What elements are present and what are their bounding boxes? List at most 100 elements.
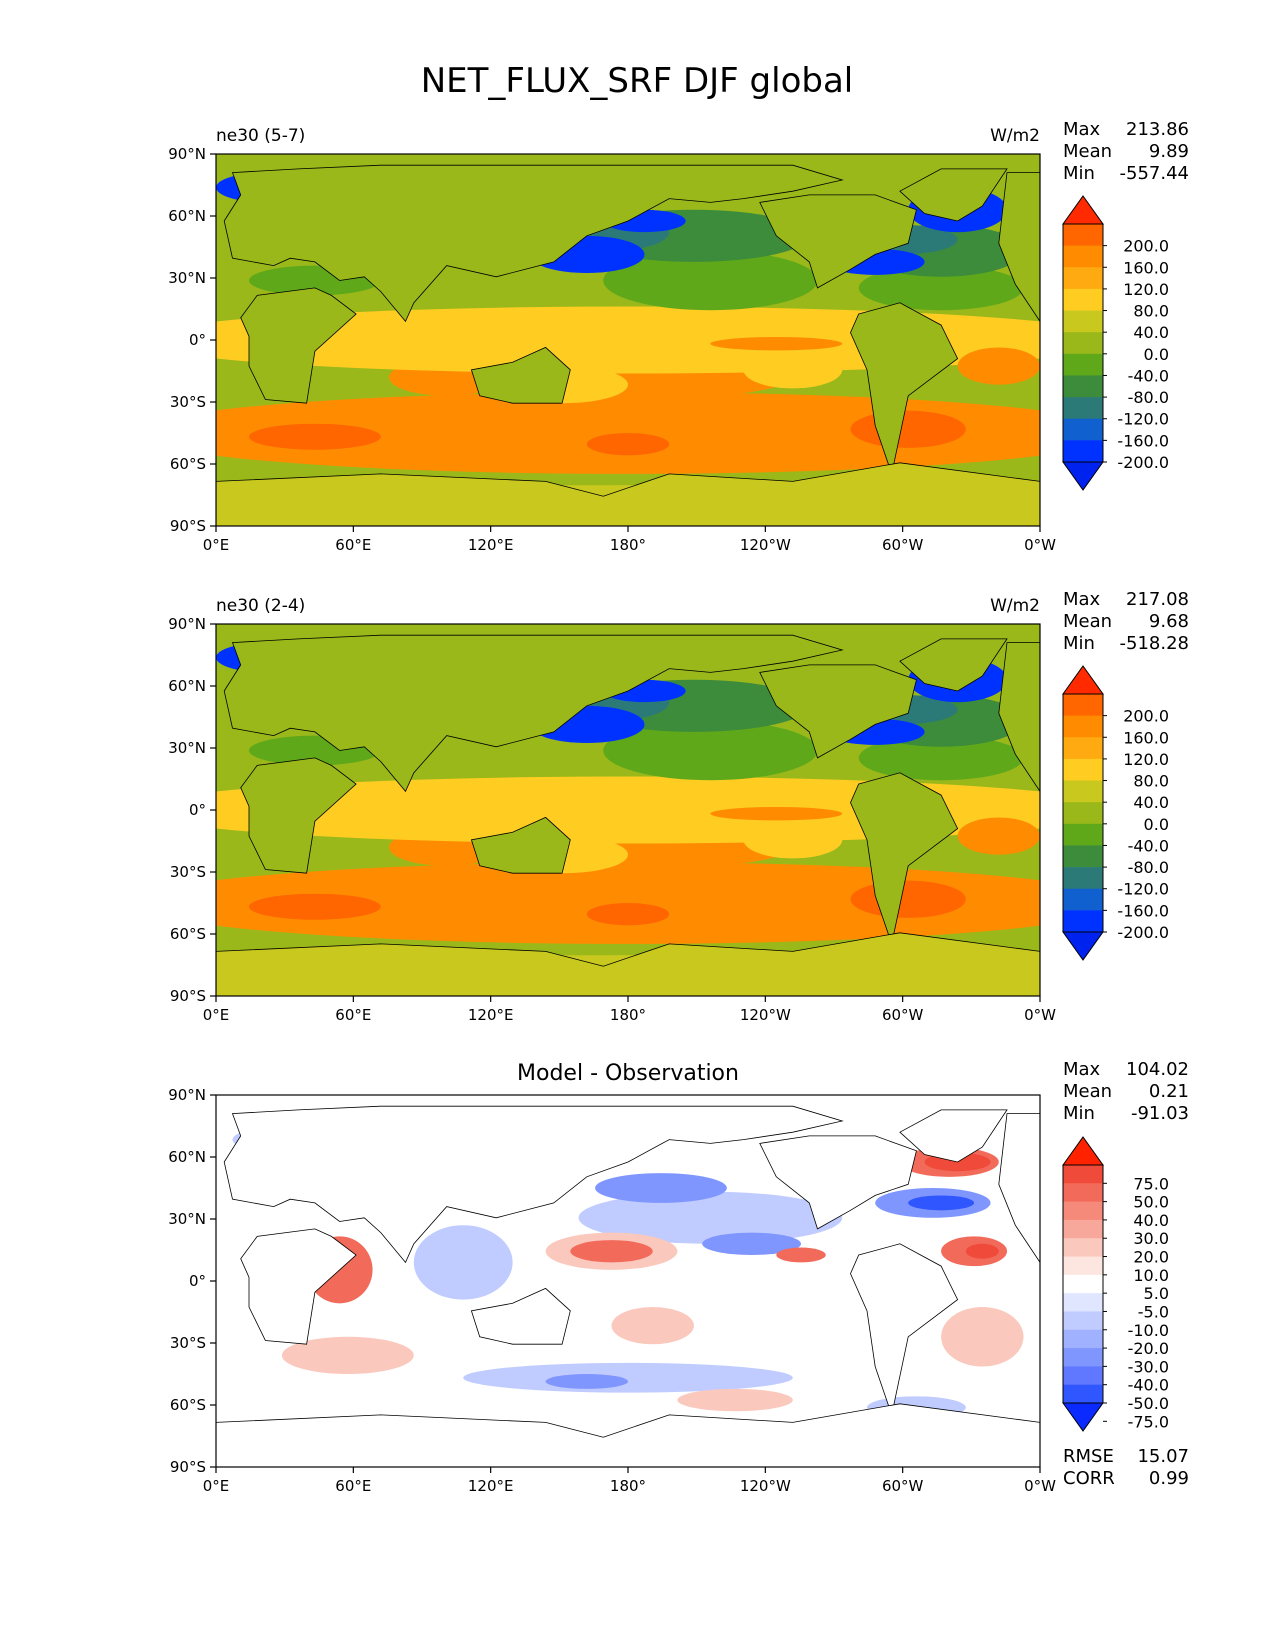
longitude-axis: 0°E 60°E 120°E 180° 120°W 60°W 0°W [203, 996, 1056, 1024]
colorbar-segment [1063, 888, 1103, 911]
longitude-axis: 0°E 60°E 120°E 180° 120°W 60°W 0°W [203, 1467, 1056, 1495]
coastline [850, 1243, 959, 1417]
colorbar-segment [1063, 715, 1103, 738]
colorbar-tick-label: -5.0 [1138, 1302, 1169, 1321]
colorbar-tick-label: 5.0 [1144, 1284, 1169, 1303]
stat-min-value: -518.28 [1120, 633, 1189, 654]
stat-max-value: 213.86 [1126, 119, 1189, 140]
panel-center-title: Model - Observation [517, 1061, 739, 1086]
colorbar-min-extend [1062, 1402, 1104, 1432]
contour-region [463, 1362, 793, 1393]
lat-tick-label: 30°N [168, 739, 206, 757]
colorbar-tick-label: 30.0 [1133, 1229, 1169, 1248]
latitude-axis: 90°N 60°N 30°N 0° 30°S 60°S 90°S [168, 1086, 216, 1476]
lon-tick-label: 120°E [468, 1477, 514, 1495]
lat-tick-label: 90°S [170, 517, 206, 535]
lon-tick-label: 120°W [740, 536, 791, 554]
coastline [899, 638, 1008, 692]
contour-region [545, 1374, 628, 1389]
contour-region [216, 392, 1040, 474]
lon-tick-label: 0°E [203, 1477, 230, 1495]
colorbar-tick-label: 40.0 [1133, 323, 1169, 342]
lat-tick-label: 30°S [170, 1334, 206, 1352]
colorbar-tick-label: -200.0 [1117, 923, 1169, 942]
contour-region [850, 410, 966, 448]
lat-tick-label: 30°N [168, 269, 206, 287]
colorbar-segment [1063, 867, 1103, 890]
colorbar-tick-label: 40.0 [1133, 793, 1169, 812]
colorbar-tick-label: 40.0 [1133, 1211, 1169, 1230]
lat-tick-label: 90°N [168, 615, 206, 633]
contour-region [677, 1388, 793, 1412]
lat-tick-label: 0° [189, 801, 206, 819]
colorbar-tick-label: 120.0 [1123, 750, 1169, 769]
coastline [759, 664, 917, 759]
colorbar-segment [1063, 1274, 1103, 1294]
coastline [850, 302, 959, 476]
contour-region [957, 347, 1040, 385]
colorbar-segment [1063, 1256, 1103, 1276]
colorbar-segment [1063, 310, 1103, 333]
figure-title: NET_FLUX_SRF DJF global [421, 61, 854, 101]
lon-tick-label: 0°W [1024, 1477, 1056, 1495]
colorbar-tick-label: -30.0 [1128, 1357, 1169, 1376]
colorbar-segment [1063, 1311, 1103, 1331]
colorbar-tick-label: 10.0 [1133, 1266, 1169, 1285]
colorbar-tick-label: 50.0 [1133, 1193, 1169, 1212]
rmse-label: RMSE [1063, 1446, 1114, 1467]
colorbar-segment [1063, 780, 1103, 803]
lon-tick-label: 60°W [882, 1006, 924, 1024]
coastline [998, 642, 1040, 793]
colorbar-max-extend [1062, 665, 1104, 695]
colorbar-tick-label: 200.0 [1123, 707, 1169, 726]
colorbar-tick-label: -20.0 [1128, 1339, 1169, 1358]
colorbar-tick-label: 80.0 [1133, 772, 1169, 791]
colorbar-tick-label: -200.0 [1117, 453, 1169, 472]
colorbar-tick-label: -10.0 [1128, 1321, 1169, 1340]
contour-region [965, 1243, 999, 1259]
colorbar-tick-label: 0.0 [1144, 345, 1169, 364]
lon-tick-label: 120°W [740, 1477, 791, 1495]
longitude-axis: 0°E 60°E 120°E 180° 120°W 60°W 0°W [203, 526, 1056, 554]
colorbar-segment [1063, 1329, 1103, 1349]
coastline [240, 757, 357, 874]
contour-region [611, 1307, 694, 1345]
lat-tick-label: 90°N [168, 1086, 206, 1104]
lat-tick-label: 0° [189, 331, 206, 349]
coastline [759, 194, 917, 289]
colorbar: 200.0 160.0 120.0 80.0 40.0 0.0 -40.0 -80.0 -120… [1062, 195, 1169, 491]
lat-tick-label: 90°S [170, 1458, 206, 1476]
stat-max-value: 217.08 [1126, 589, 1189, 610]
panel-left-title: ne30 (2-4) [216, 596, 305, 616]
colorbar-tick-label: -50.0 [1128, 1394, 1169, 1413]
contour-region [858, 265, 1024, 311]
colorbar-tick-label: -160.0 [1117, 431, 1169, 450]
lon-tick-label: 60°W [882, 536, 924, 554]
latitude-axis: 90°N 60°N 30°N 0° 30°S 60°S 90°S [168, 145, 216, 535]
lon-tick-label: 0°W [1024, 1006, 1056, 1024]
stat-min-value: -91.03 [1131, 1103, 1189, 1124]
lon-tick-label: 120°E [468, 536, 514, 554]
lat-tick-label: 30°S [170, 863, 206, 881]
coastline [998, 1113, 1040, 1264]
coastline [223, 1105, 844, 1264]
colorbar-min-extend [1062, 931, 1104, 961]
contour-region [908, 1195, 975, 1211]
lon-tick-label: 60°E [335, 536, 371, 554]
colorbar-segment [1063, 224, 1103, 247]
contour-region [957, 817, 1040, 855]
coastline [899, 168, 1008, 222]
stat-min-label: Min [1063, 1103, 1095, 1124]
lat-tick-label: 60°S [170, 455, 206, 473]
lat-tick-label: 60°N [168, 677, 206, 695]
coastline [223, 164, 844, 323]
lon-tick-label: 0°W [1024, 536, 1056, 554]
contour-region [570, 1240, 653, 1263]
colorbar: 75.050.040.030.020.010.05.0-5.0-10.0-20.… [1062, 1136, 1169, 1432]
colorbar-segment [1063, 375, 1103, 398]
stat-max-label: Max [1063, 1059, 1101, 1080]
lon-tick-label: 0°E [203, 1006, 230, 1024]
contour-region [941, 1307, 1024, 1367]
rmse-value: 15.07 [1137, 1446, 1189, 1467]
stat-mean-value: 0.21 [1149, 1081, 1189, 1102]
